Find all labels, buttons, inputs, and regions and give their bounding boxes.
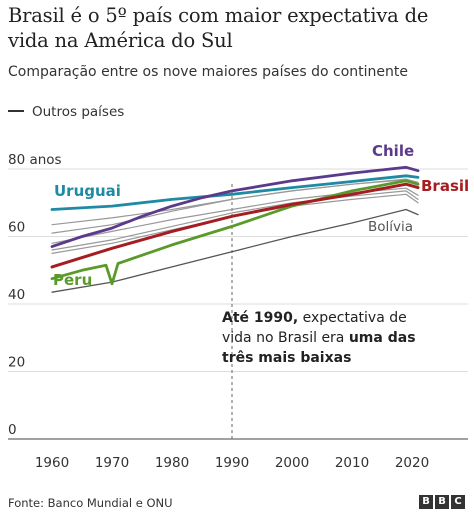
x-tick-label: 1990 bbox=[215, 455, 249, 471]
bbc-logo: B B C bbox=[419, 495, 465, 509]
series-line-outros-2 bbox=[51, 187, 419, 244]
legend-swatch-outros bbox=[8, 109, 24, 112]
y-tick-label: 40 bbox=[8, 287, 25, 303]
series-label-uruguai: Uruguai bbox=[54, 182, 121, 200]
series-line-uruguai bbox=[50, 174, 420, 211]
source-note: Fonte: Banco Mundial e ONU bbox=[8, 496, 173, 510]
series-line-bolívia bbox=[51, 208, 419, 293]
y-tick-label: 20 bbox=[8, 355, 25, 371]
series-label-chile: Chile bbox=[372, 142, 414, 160]
y-tick-label: 0 bbox=[8, 422, 17, 438]
x-tick-label: 2020 bbox=[395, 455, 429, 471]
series-line-chile bbox=[50, 165, 420, 248]
series-line-outros-1 bbox=[51, 178, 419, 234]
chart-title: Brasil é o 5º país com maior expectativa… bbox=[8, 4, 429, 52]
annotation-1990: Até 1990, expectativa de vida no Brasil … bbox=[222, 308, 422, 368]
annotation-text: expectativa de vida no Brasil era bbox=[222, 310, 407, 346]
y-tick-label: 60 bbox=[8, 220, 25, 236]
series-label-peru: Peru bbox=[53, 271, 92, 289]
y-tick-label: 80 anos bbox=[8, 152, 62, 168]
x-tick-label: 1960 bbox=[35, 455, 69, 471]
footer: Fonte: Banco Mundial e ONU B B C bbox=[0, 490, 474, 514]
bbc-logo-letter: B bbox=[419, 495, 433, 509]
annotation-bold-year: Até 1990, bbox=[222, 310, 299, 326]
x-tick-label: 2000 bbox=[275, 455, 309, 471]
bbc-logo-letter: C bbox=[451, 495, 465, 509]
chart-subtitle: Comparação entre os nove maiores países … bbox=[8, 64, 409, 80]
bbc-logo-letter: B bbox=[435, 495, 449, 509]
legend-label-outros: Outros países bbox=[32, 104, 125, 120]
legend: Outros países bbox=[8, 104, 124, 120]
series-line-brasil bbox=[50, 182, 420, 269]
series-line-outros-3 bbox=[51, 190, 419, 251]
x-tick-label: 1980 bbox=[155, 455, 189, 471]
series-line-peru bbox=[50, 179, 420, 286]
x-tick-label: 1970 bbox=[95, 455, 129, 471]
series-label-brasil: Brasil bbox=[421, 177, 469, 195]
x-tick-label: 2010 bbox=[335, 455, 369, 471]
annotation-bold-phrase: uma das três mais baixas bbox=[222, 330, 416, 366]
series-line-outros-4 bbox=[51, 193, 419, 254]
series-label-bolivia: Bolívia bbox=[368, 219, 413, 235]
